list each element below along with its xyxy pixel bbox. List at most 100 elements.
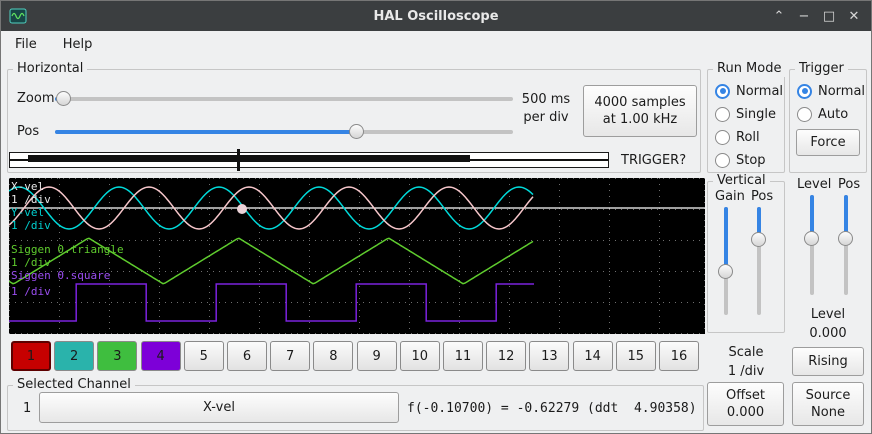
wave-y-vel xyxy=(9,186,534,230)
close-button[interactable]: ✕ xyxy=(848,8,860,24)
trigger-point-marker xyxy=(237,204,247,214)
radio-indicator xyxy=(797,106,812,122)
trigger-source-button[interactable]: Source None xyxy=(792,382,864,426)
wave-siggen-0-triangle xyxy=(9,237,534,285)
trigger-level-slider[interactable] xyxy=(803,195,821,295)
trigger-pos-handle[interactable] xyxy=(838,231,853,246)
menu-file[interactable]: File xyxy=(15,36,37,52)
vertical-gain-slider[interactable] xyxy=(717,207,735,315)
scope-label: 1 /div xyxy=(11,219,51,232)
runmode-radio-single[interactable]: Single xyxy=(715,106,776,122)
channel-button-4[interactable]: 4 xyxy=(140,341,181,371)
vertical-gain-fill xyxy=(724,207,728,272)
selected-channel-panel: Selected Channel xyxy=(7,377,704,431)
channel-button-3[interactable]: 3 xyxy=(97,341,138,371)
channel-button-12[interactable]: 12 xyxy=(486,341,527,371)
channel-button-6[interactable]: 6 xyxy=(227,341,267,371)
vertical-gain-handle[interactable] xyxy=(718,263,733,279)
radio-label: Roll xyxy=(736,129,760,145)
trigger-level-header: Level xyxy=(797,177,832,192)
radio-indicator xyxy=(715,83,730,99)
scale-value: 1 /div xyxy=(727,364,765,379)
pos-slider-fill xyxy=(55,130,358,134)
horizontal-panel: Horizontal xyxy=(7,61,701,173)
channel-button-8[interactable]: 8 xyxy=(313,341,354,371)
function-readout: f(-0.10700) = -0.62279 (ddt 4.90358) xyxy=(407,401,697,416)
trigger-level-fill xyxy=(810,195,814,239)
channel-button-5[interactable]: 5 xyxy=(183,341,224,371)
scale-caption: Scale xyxy=(728,345,764,360)
vertical-pos-fill xyxy=(757,207,761,241)
radio-indicator xyxy=(715,129,730,145)
radio-label: Auto xyxy=(818,106,849,122)
trigger-pos-fill xyxy=(844,195,848,239)
scope-label: Siggen 0.square xyxy=(11,269,110,282)
channel-button-7[interactable]: 7 xyxy=(270,341,311,371)
vertical-pos-handle[interactable] xyxy=(751,232,766,248)
radio-indicator xyxy=(797,83,812,99)
force-button[interactable]: Force xyxy=(796,129,860,156)
trigger-radio-auto[interactable]: Auto xyxy=(797,106,848,122)
channel-button-11[interactable]: 11 xyxy=(443,341,483,371)
trigger-level-caption: Level xyxy=(810,307,846,322)
app-icon xyxy=(9,7,27,25)
vertical-pos-slider[interactable] xyxy=(750,207,768,315)
radio-label: Stop xyxy=(736,152,766,168)
runmode-radio-roll[interactable]: Roll xyxy=(715,129,760,145)
trigger-title: Trigger xyxy=(795,61,848,77)
radio-label: Normal xyxy=(736,83,784,99)
zoom-slider-track[interactable] xyxy=(55,97,513,101)
titlebar: HAL Oscilloscope ⌃ − □ ✕ xyxy=(1,1,871,31)
zoom-slider[interactable] xyxy=(55,89,513,108)
vertical-panel: Vertical xyxy=(707,173,785,333)
scope-label: 1 /div xyxy=(11,256,51,269)
runmode-radio-stop[interactable]: Stop xyxy=(715,152,766,168)
scope-label: Siggen 0.triangle xyxy=(11,243,124,256)
channel-button-15[interactable]: 15 xyxy=(615,341,656,371)
maximize-button[interactable]: □ xyxy=(822,8,836,24)
trigger-pos-slider[interactable] xyxy=(837,195,855,295)
vertical-gain-header: Gain xyxy=(715,189,745,204)
channel-button-10[interactable]: 10 xyxy=(399,341,440,371)
radio-indicator xyxy=(715,106,730,122)
channel-button-13[interactable]: 13 xyxy=(529,341,570,371)
trigger-slope-button[interactable]: Rising xyxy=(792,347,864,376)
runmode-radio-normal[interactable]: Normal xyxy=(715,83,783,99)
trigger-position-marker[interactable] xyxy=(237,149,241,171)
scope-label: Y-vel xyxy=(11,206,44,219)
timeline-position-bar[interactable] xyxy=(9,149,609,171)
vertical-pos-track[interactable] xyxy=(757,207,761,315)
timebase-readout: 500 ms per div xyxy=(521,92,571,125)
channel-name-button[interactable]: X-vel xyxy=(39,392,399,423)
timeline-view-region xyxy=(27,155,471,162)
pos-slider[interactable] xyxy=(55,122,513,141)
radio-label: Single xyxy=(736,106,776,122)
trigger-pos-header: Pos xyxy=(838,177,861,192)
channel-button-2[interactable]: 2 xyxy=(54,341,95,371)
offset-button[interactable]: Offset 0.000 xyxy=(707,382,784,426)
wave-siggen-0-square xyxy=(9,283,534,322)
trigger-level-handle[interactable] xyxy=(804,231,819,246)
pos-slider-handle[interactable] xyxy=(349,124,365,139)
minimize-button[interactable]: − xyxy=(798,8,810,24)
radio-indicator xyxy=(715,152,730,168)
channel-button-14[interactable]: 14 xyxy=(572,341,613,371)
trigger-question-label: TRIGGER? xyxy=(621,153,687,168)
trigger-radio-normal[interactable]: Normal xyxy=(797,83,865,99)
shade-button[interactable]: ⌃ xyxy=(773,8,785,24)
selected-channel-number: 1 xyxy=(23,401,32,416)
menubar: File Help xyxy=(1,31,871,57)
radio-label: Normal xyxy=(818,83,866,99)
zoom-slider-handle[interactable] xyxy=(56,91,72,106)
menu-help[interactable]: Help xyxy=(62,36,93,52)
trigger-level-value: 0.000 xyxy=(809,326,847,341)
run-mode-panel: Run Mode xyxy=(707,61,786,173)
channel-button-9[interactable]: 9 xyxy=(356,341,397,371)
channel-button-16[interactable]: 16 xyxy=(659,341,699,371)
samples-button[interactable]: 4000 samples at 1.00 kHz xyxy=(583,85,697,137)
zoom-label: Zoom xyxy=(17,91,55,106)
channel-button-1[interactable]: 1 xyxy=(11,341,51,371)
trigger-panel: Trigger xyxy=(789,61,867,173)
